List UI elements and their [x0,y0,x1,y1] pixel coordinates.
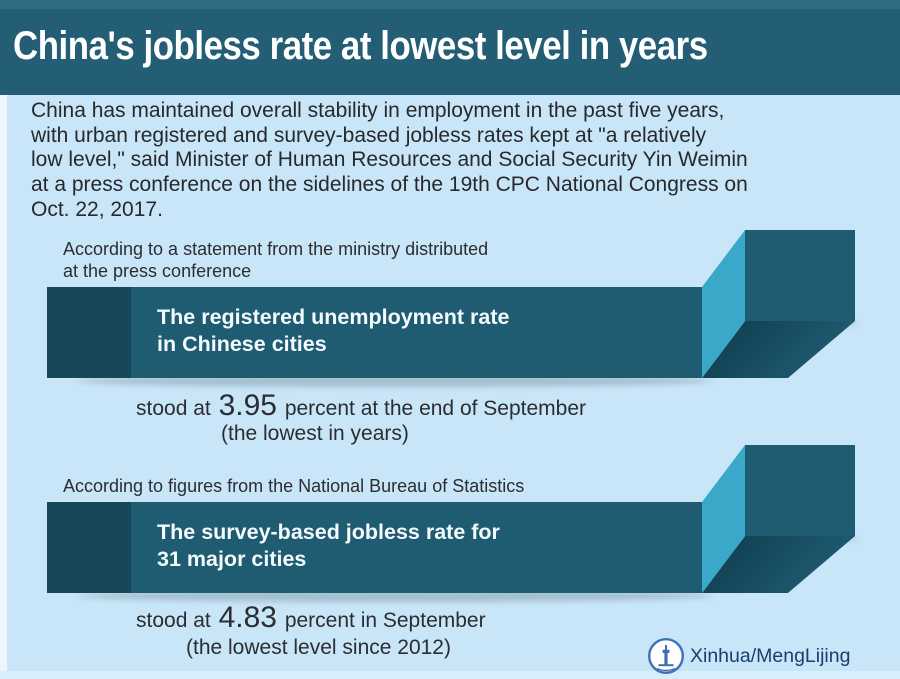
section-2-stat-suffix: percent in September [284,609,486,632]
section-1-stat-prefix: stood at [136,397,211,420]
section-1-ribbon-title: The registered unemployment rate in Chin… [157,305,510,356]
section-1-stat-suffix: percent at the end of September [284,397,587,420]
section-2-ribbon-title: The survey-based jobless rate for 31 maj… [157,520,500,571]
xinhua-logo-icon [648,638,684,674]
ribbon-1-bar [47,287,702,378]
ribbon-1-cyan-fold [702,230,745,378]
ribbon-2-cyan-fold [702,445,745,593]
section-1-stat-value: 3.95 [218,389,277,422]
section-2-label: According to figures from the National B… [63,476,525,496]
xinhua-logo-arc [656,667,676,672]
ribbon-2-bar [47,502,702,593]
ribbon-1 [47,230,860,387]
section-1-stat-note: (the lowest in years) [221,422,409,445]
section-2-stat: stood at 4.83 percent in September [136,601,486,635]
ribbon-1-left-block [47,287,131,378]
header-top-highlight [0,0,900,9]
xinhua-logo-monument [662,645,670,665]
ribbon-2-right-block [745,445,855,536]
section-1-stat: stood at 3.95 percent at the end of Sept… [136,389,586,423]
credit-text: Xinhua/MengLijing [690,644,851,667]
ribbon-1-right-block [745,230,855,321]
section-1-label: According to a statement from the minist… [63,239,489,281]
section-2-stat-note: (the lowest level since 2012) [186,636,451,659]
section-2-stat-value: 4.83 [218,601,277,634]
ribbon-1-underfold [702,321,855,378]
ribbon-2 [47,445,860,602]
ribbon-2-underfold [702,536,855,593]
left-edge-strip [0,95,7,672]
xinhua-logo-base [658,664,674,667]
intro-paragraph: China has maintained overall stability i… [31,99,748,221]
ribbon-2-left-block [47,502,131,593]
header-banner: China's jobless rate at lowest level in … [0,0,900,95]
footer-credit: Xinhua/MengLijing [647,636,850,676]
section-2-stat-prefix: stood at [136,609,211,632]
bottom-edge-strip [0,671,900,679]
page-title: China's jobless rate at lowest level in … [13,24,708,68]
